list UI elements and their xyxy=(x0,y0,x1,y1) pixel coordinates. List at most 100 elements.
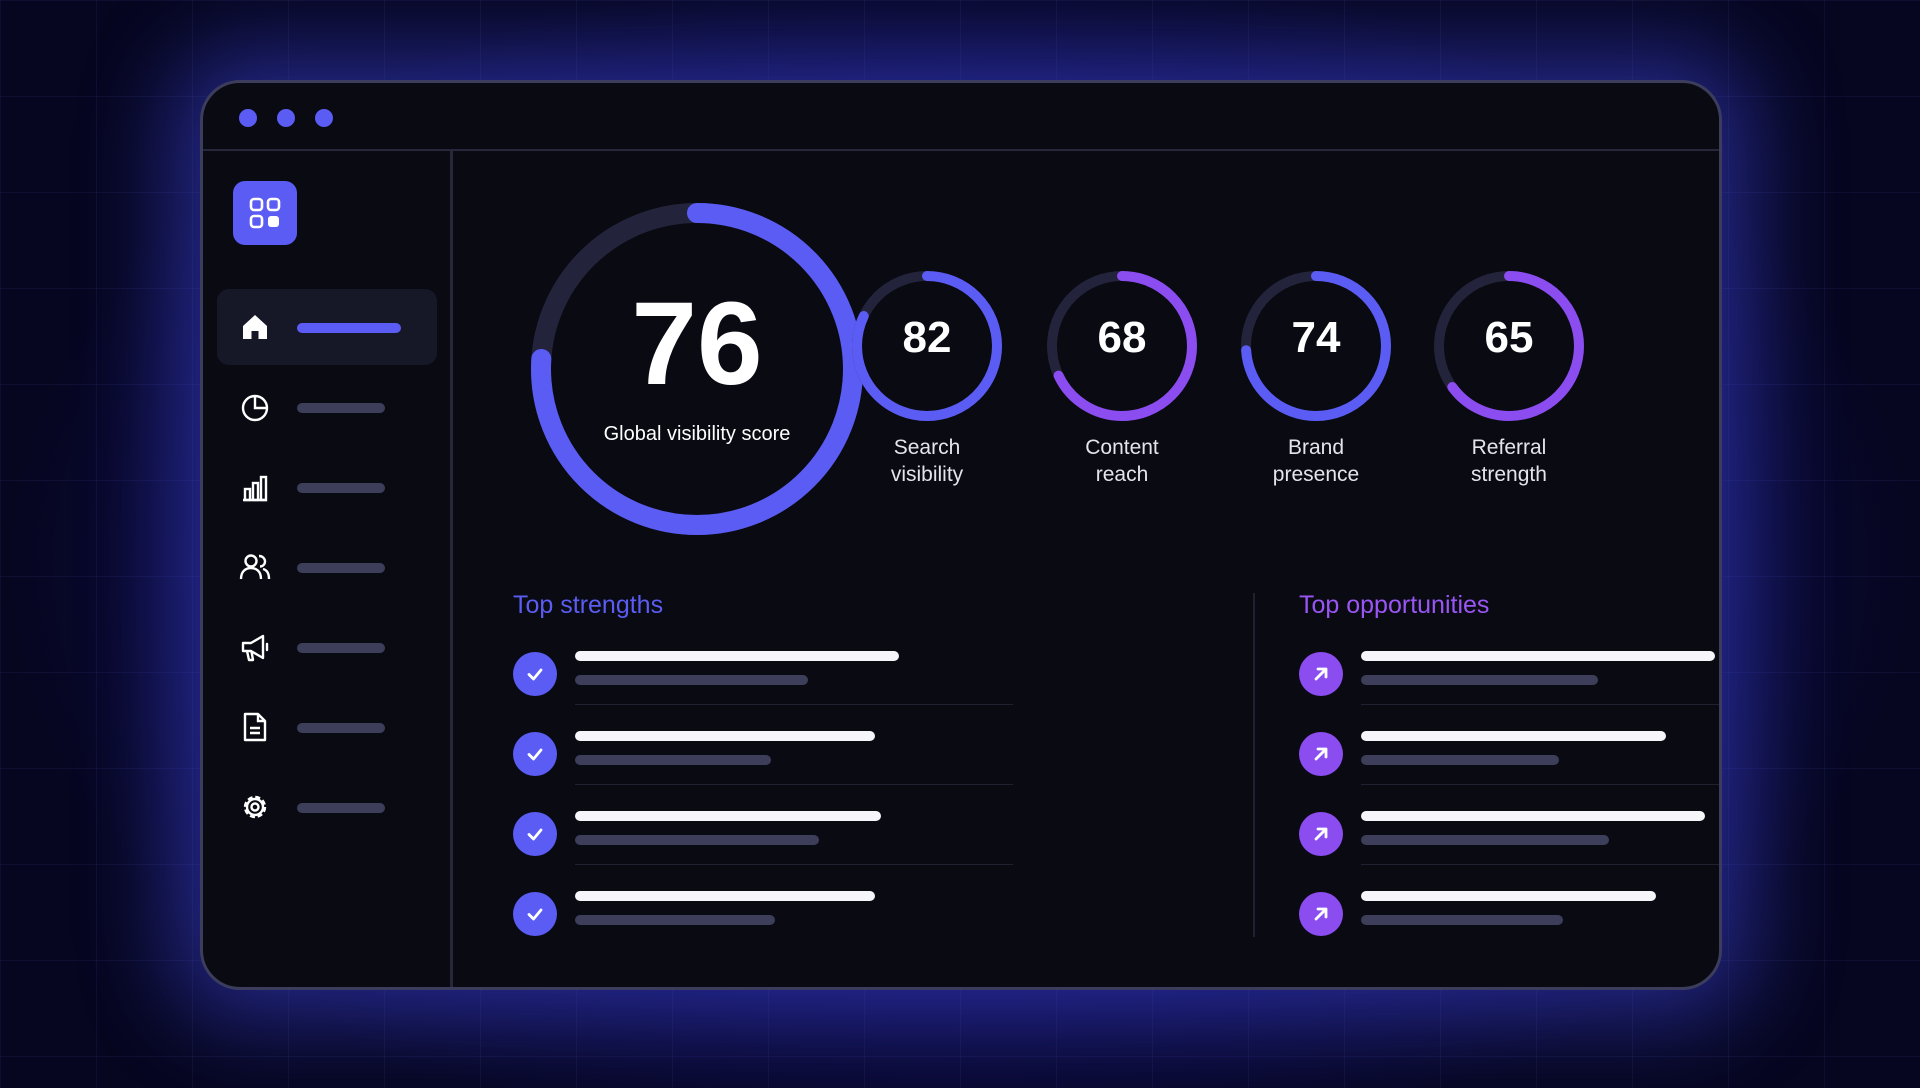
list-item[interactable] xyxy=(513,799,1013,879)
row-divider xyxy=(1361,704,1719,705)
metric-progress xyxy=(1434,271,1584,421)
nav-label-placeholder xyxy=(297,563,385,573)
list-item[interactable] xyxy=(513,719,1013,799)
metric-value: 68 xyxy=(1097,313,1147,362)
metric-label: Brand presence xyxy=(1216,434,1416,488)
nav-item-audience[interactable] xyxy=(217,529,437,605)
list-item[interactable] xyxy=(513,879,1013,959)
metric-label-line2: reach xyxy=(1095,463,1149,486)
settings-icon xyxy=(243,795,267,819)
list-item-subtitle-placeholder xyxy=(1361,915,1563,925)
nav-item-analytics[interactable] xyxy=(217,369,437,445)
nav-label-placeholder xyxy=(297,803,385,813)
metric-ring xyxy=(1241,271,1391,421)
check-icon xyxy=(513,652,557,696)
metric-ring xyxy=(852,271,1002,421)
nav-item-settings[interactable] xyxy=(217,769,437,845)
global-score-ring xyxy=(531,203,863,535)
grid-icon xyxy=(249,197,281,229)
row-divider xyxy=(1361,864,1719,865)
bar-chart-icon xyxy=(243,475,268,502)
list-item-subtitle-placeholder xyxy=(575,755,771,765)
check-icon xyxy=(513,732,557,776)
home-icon xyxy=(243,315,267,339)
window-dot-2[interactable] xyxy=(277,109,295,127)
list-item[interactable] xyxy=(1299,799,1719,879)
nav-item-campaigns[interactable] xyxy=(217,609,437,685)
metric-label-line1: Content xyxy=(1085,436,1159,459)
list-item[interactable] xyxy=(1299,879,1719,959)
check-icon xyxy=(513,812,557,856)
global-score-gauge: 76 Global visibility score xyxy=(529,201,865,537)
arrow-up-right-icon xyxy=(1299,812,1343,856)
list-item-subtitle-placeholder xyxy=(575,915,775,925)
list-item-title-placeholder xyxy=(1361,731,1666,741)
row-divider xyxy=(1361,784,1719,785)
list-item-title-placeholder xyxy=(575,651,899,661)
nav-item-home[interactable] xyxy=(217,289,437,365)
list-item-subtitle-placeholder xyxy=(575,675,808,685)
nav-label-placeholder xyxy=(297,643,385,653)
metric-referral-strength: 65 Referral strength xyxy=(1429,266,1589,486)
metric-label-line1: Search xyxy=(893,436,961,459)
metric-brand-presence: 74 Brand presence xyxy=(1236,266,1396,486)
metric-ring xyxy=(1047,271,1197,421)
global-score-progress xyxy=(531,203,863,535)
check-icon xyxy=(513,892,557,936)
metric-label-line1: Brand xyxy=(1287,436,1345,459)
nav-label-placeholder xyxy=(297,723,385,733)
list-item-title-placeholder xyxy=(1361,811,1705,821)
list-item[interactable] xyxy=(1299,719,1719,799)
list-item[interactable] xyxy=(1299,639,1719,719)
nav-item-reports[interactable] xyxy=(217,449,437,525)
list-item-title-placeholder xyxy=(575,811,881,821)
metric-label: Search visibility xyxy=(827,434,1027,488)
metric-value: 82 xyxy=(902,313,952,362)
title-bar xyxy=(203,83,1719,151)
top-opportunities-title: Top opportunities xyxy=(1299,591,1490,619)
main-content: 76 Global visibility score 82 Search vis… xyxy=(453,151,1719,987)
metric-label-line2: strength xyxy=(1471,463,1547,486)
metric-label: Content reach xyxy=(1022,434,1222,488)
list-item-subtitle-placeholder xyxy=(1361,835,1609,845)
nav-label-placeholder xyxy=(297,403,385,413)
window-dot-3[interactable] xyxy=(315,109,333,127)
metric-label-line1: Referral xyxy=(1471,436,1547,459)
metric-progress xyxy=(1241,271,1391,421)
nav-label-placeholder xyxy=(297,483,385,493)
pie-chart-icon xyxy=(241,394,269,422)
list-item-subtitle-placeholder xyxy=(575,835,819,845)
metric-label-line2: presence xyxy=(1272,463,1360,486)
metric-search-visibility: 82 Search visibility xyxy=(847,266,1007,486)
metric-ring xyxy=(1434,271,1584,421)
arrow-up-right-icon xyxy=(1299,652,1343,696)
row-divider xyxy=(575,864,1013,865)
section-divider xyxy=(1253,593,1255,937)
metric-progress xyxy=(1047,271,1197,421)
users-icon xyxy=(239,554,271,580)
global-score-label: Global visibility score xyxy=(603,423,791,445)
arrow-up-right-icon xyxy=(1299,732,1343,776)
metric-content-reach: 68 Content reach xyxy=(1042,266,1202,486)
list-item-title-placeholder xyxy=(1361,891,1656,901)
list-item-title-placeholder xyxy=(575,731,875,741)
app-window: 76 Global visibility score 82 Search vis… xyxy=(200,80,1722,990)
row-divider xyxy=(575,704,1013,705)
metric-label-line2: visibility xyxy=(890,463,964,486)
arrow-up-right-icon xyxy=(1299,892,1343,936)
list-item-subtitle-placeholder xyxy=(1361,755,1559,765)
megaphone-icon xyxy=(241,634,269,662)
list-item[interactable] xyxy=(513,639,1013,719)
sidebar xyxy=(203,151,453,987)
global-score-value: 76 xyxy=(631,278,763,410)
list-item-title-placeholder xyxy=(1361,651,1715,661)
document-icon xyxy=(243,712,267,742)
nav-item-documents[interactable] xyxy=(217,689,437,765)
app-logo[interactable] xyxy=(233,181,297,245)
list-item-subtitle-placeholder xyxy=(1361,675,1598,685)
metric-value: 65 xyxy=(1484,313,1534,362)
row-divider xyxy=(575,784,1013,785)
list-item-title-placeholder xyxy=(575,891,875,901)
nav-label-placeholder xyxy=(297,323,401,333)
window-dot-1[interactable] xyxy=(239,109,257,127)
